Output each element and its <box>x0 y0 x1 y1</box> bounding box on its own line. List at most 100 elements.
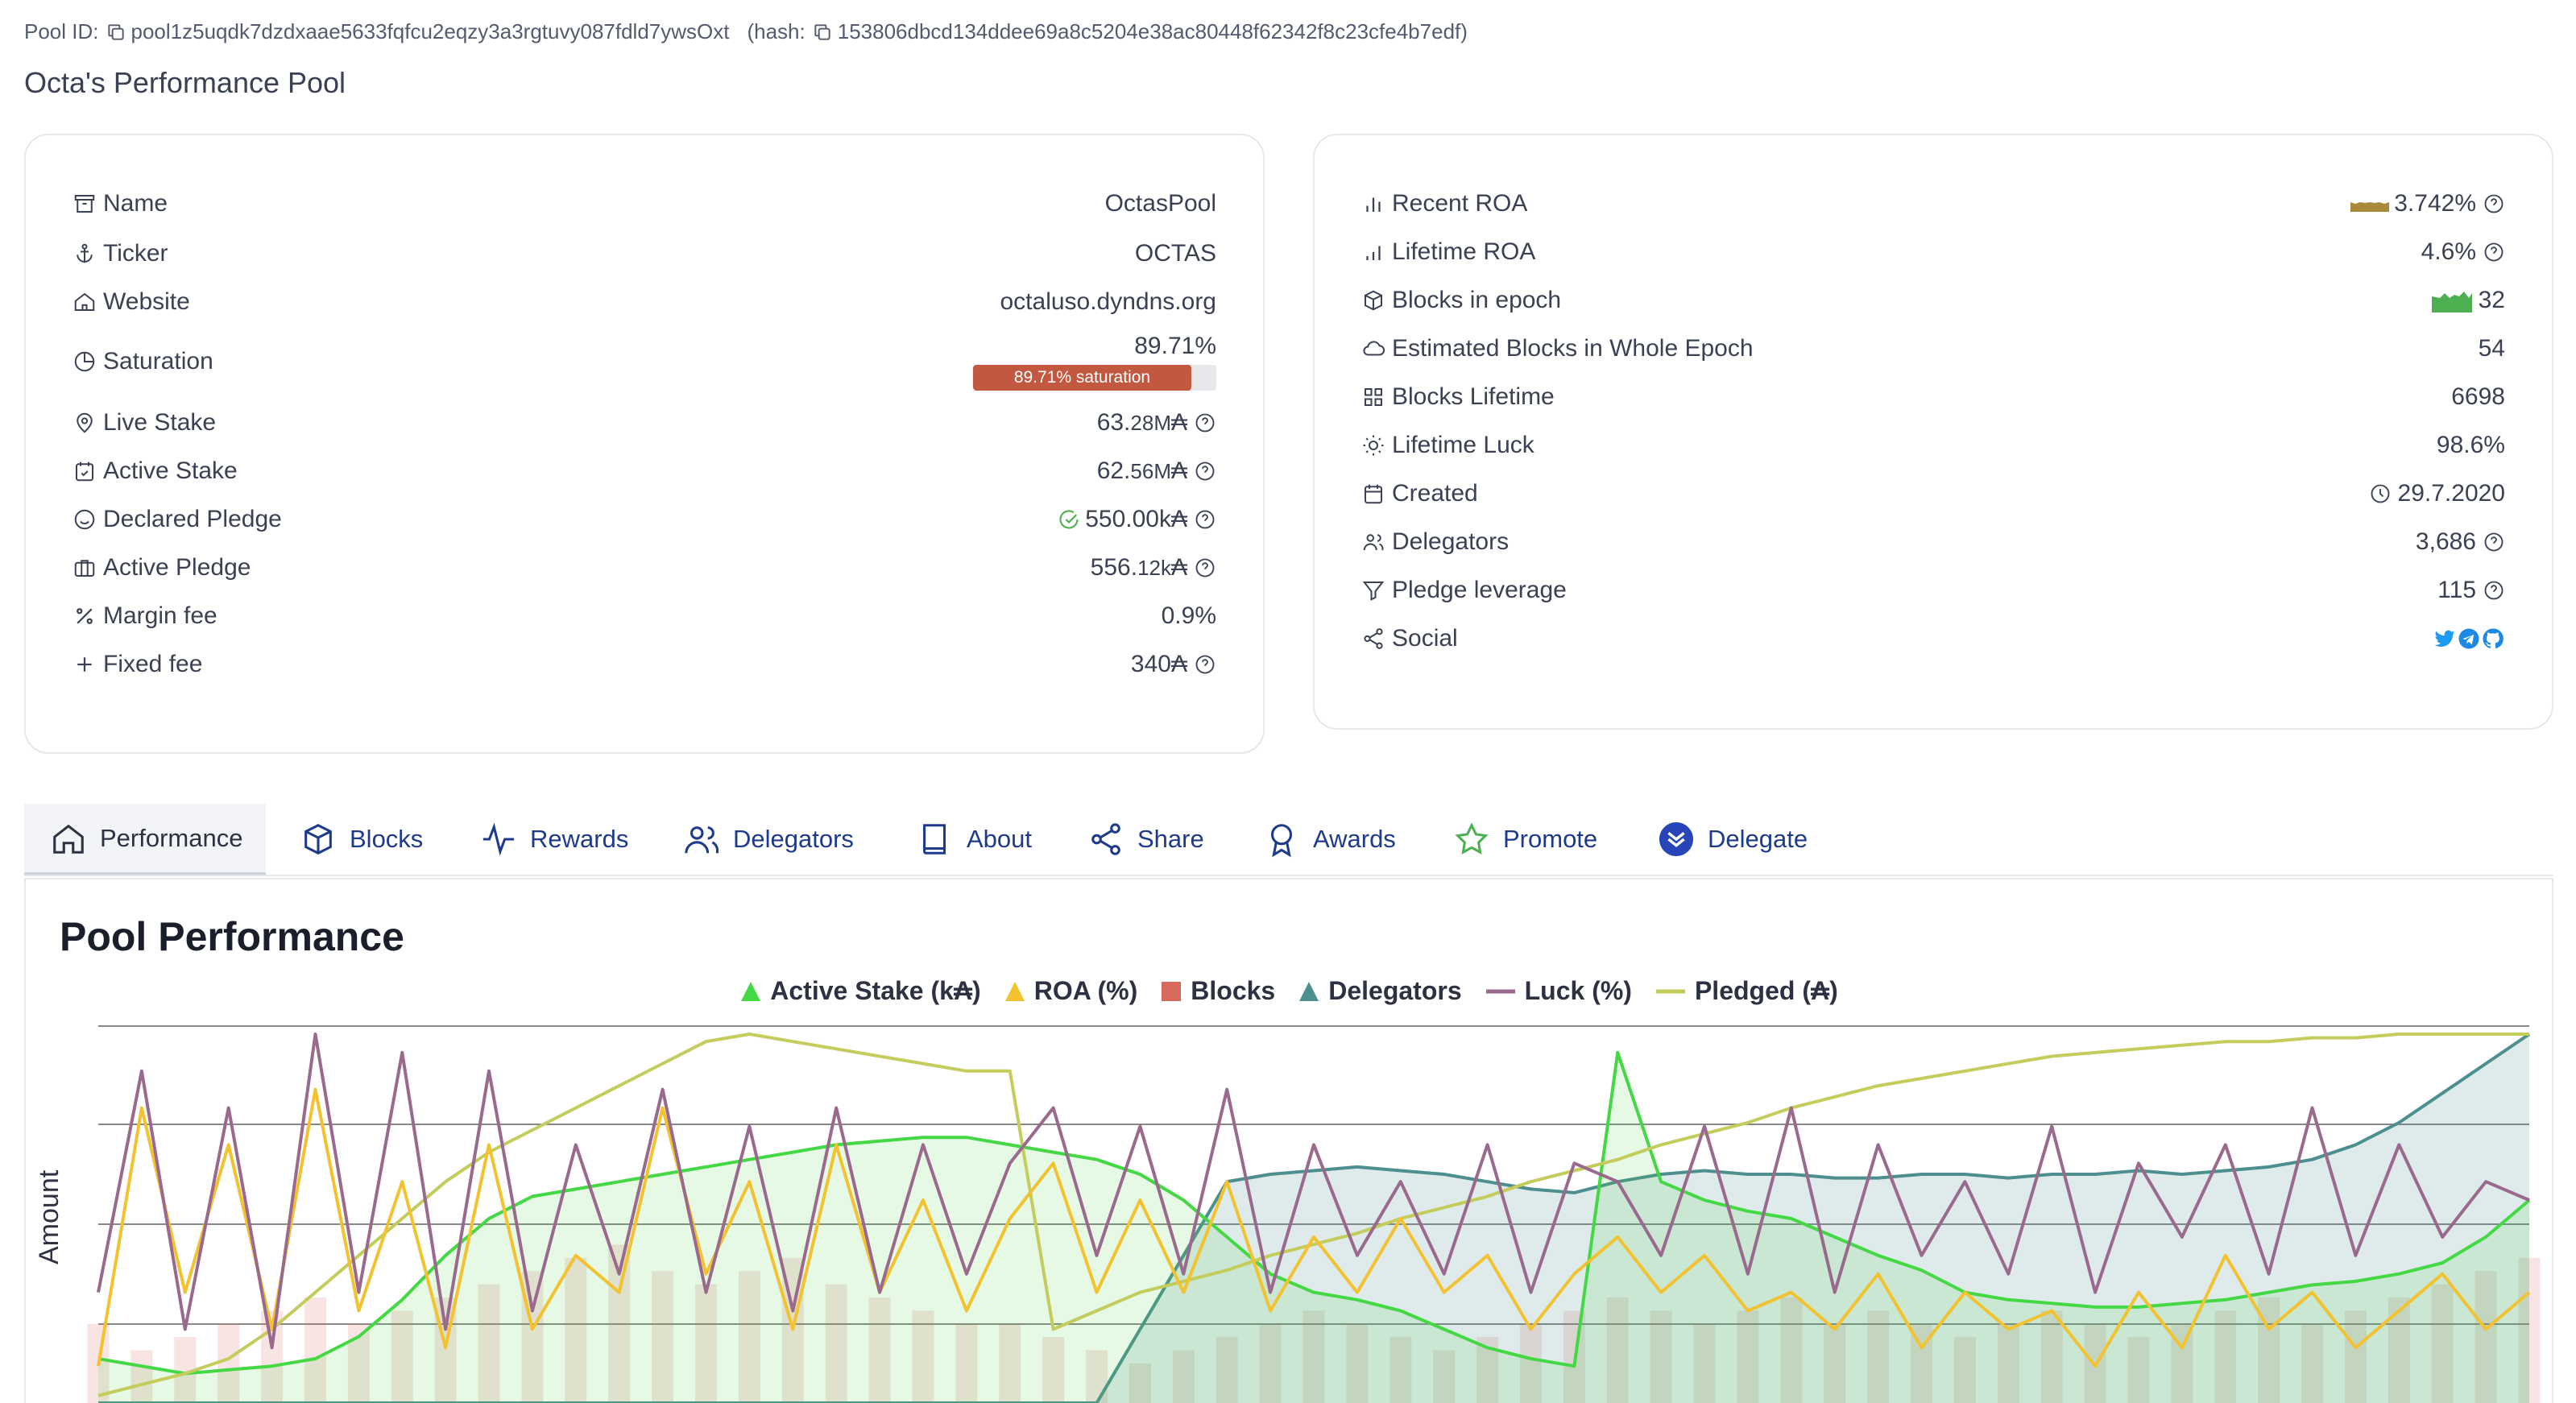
blocks-bar <box>999 1323 1021 1403</box>
blocks-bar <box>825 1284 847 1403</box>
copy-icon[interactable] <box>812 22 833 43</box>
saturation-label: Saturation <box>103 348 213 375</box>
tab-label: Delegators <box>733 825 854 853</box>
help-icon[interactable] <box>2483 579 2505 602</box>
blocks-bar <box>1433 1350 1456 1403</box>
anchor-icon <box>77 243 93 263</box>
legend-active-stake[interactable]: Active Stake (k₳) <box>739 976 981 1006</box>
blocks-bar <box>2040 1310 2063 1403</box>
blocks-bar <box>695 1284 717 1403</box>
legend-label: ROA (%) <box>1033 976 1138 1005</box>
live-stake-small: 28M <box>1130 410 1171 435</box>
name-value: OctasPool <box>1104 190 1216 217</box>
active-pledge-unit: ₳ <box>1170 554 1187 581</box>
delegate-icon <box>1659 822 1694 857</box>
filter-icon <box>1362 581 1385 601</box>
legend-pledged[interactable]: Pledged (₳) <box>1655 976 1838 1006</box>
help-icon[interactable] <box>1194 460 1216 482</box>
blocks-bar <box>738 1271 760 1403</box>
website-link[interactable]: octaluso.dyndns.org <box>1000 288 1216 315</box>
legend-triangle-icon <box>741 981 761 1001</box>
legend-blocks[interactable]: Blocks <box>1160 976 1275 1006</box>
row-saturation: Saturation 89.71% 89.71% saturation <box>72 325 1216 398</box>
row-margin-fee: Margin fee 0.9% <box>72 591 1216 641</box>
help-icon[interactable] <box>1194 412 1216 434</box>
declared-pledge-label: Declared Pledge <box>103 506 282 532</box>
telegram-icon[interactable] <box>2457 627 2481 651</box>
row-active-stake: Active Stake 62. 56M ₳ <box>72 446 1216 496</box>
check-circle-icon <box>1059 510 1079 529</box>
sun-icon <box>1363 435 1384 456</box>
blocks-bar <box>652 1271 674 1403</box>
row-lifetime-luck: Lifetime Luck 98.6% <box>1361 420 2505 470</box>
home-icon <box>74 292 95 311</box>
grid-icon <box>1365 388 1382 406</box>
help-icon[interactable] <box>1194 653 1216 676</box>
tab-about[interactable]: About <box>917 804 1032 875</box>
tab-performance[interactable]: Performance <box>24 804 266 875</box>
blocks-bar <box>1042 1337 1065 1403</box>
row-declared-pledge: Declared Pledge 550.00k₳ <box>72 495 1216 544</box>
row-website: Website octaluso.dyndns.org <box>72 277 1216 327</box>
tab-delegate[interactable]: Delegate <box>1658 804 1808 875</box>
activity-icon <box>482 822 515 856</box>
tab-delegators[interactable]: Delegators <box>683 804 854 875</box>
performance-panel: Pool Performance Active Stake (k₳) ROA (… <box>24 878 2553 1403</box>
legend-luck[interactable]: Luck (%) <box>1485 976 1632 1006</box>
pool-hash[interactable]: 153806dbcd134ddee69a8c5204e38ac80448f623… <box>837 19 1468 43</box>
blocks-bar <box>1824 1323 1846 1403</box>
tab-bar: Performance Blocks Rewards Delegators Ab… <box>24 804 2553 876</box>
calendar-check-icon <box>76 461 93 482</box>
legend-line-icon <box>1485 989 1515 993</box>
tab-blocks[interactable]: Blocks <box>300 804 423 875</box>
blocks-bar <box>1346 1323 1369 1403</box>
ticker-value: OCTAS <box>1134 240 1216 267</box>
chart-legend: Active Stake (k₳) ROA (%) Blocks Delegat… <box>26 976 2552 1006</box>
lifetime-luck-label: Lifetime Luck <box>1392 432 1534 458</box>
help-icon[interactable] <box>2483 531 2505 553</box>
percent-icon <box>77 608 93 624</box>
tab-awards[interactable]: Awards <box>1263 804 1396 875</box>
blocks-bar <box>1867 1310 1890 1403</box>
tab-share[interactable]: Share <box>1087 804 1204 875</box>
copy-icon[interactable] <box>106 22 126 43</box>
legend-roa[interactable]: ROA (%) <box>1004 976 1138 1006</box>
github-icon[interactable] <box>2481 627 2505 651</box>
legend-label: Active Stake (k₳) <box>770 976 981 1005</box>
help-icon[interactable] <box>2483 241 2505 263</box>
pool-id[interactable]: pool1z5uqdk7dzdxaae5633fqfcu2eqzy3a3rgtu… <box>130 19 730 43</box>
tab-rewards[interactable]: Rewards <box>480 804 628 875</box>
created-label: Created <box>1392 480 1478 507</box>
tab-label: Promote <box>1503 825 1598 853</box>
star-icon <box>1455 822 1489 855</box>
blocks-bar <box>2431 1284 2454 1403</box>
blocks-bar <box>391 1310 413 1403</box>
row-ticker: Ticker OCTAS <box>72 229 1216 279</box>
hash-label: (hash: <box>747 19 806 43</box>
row-social: Social <box>1361 614 2505 664</box>
declared-pledge-text: 550.00k₳ <box>1085 506 1187 532</box>
blocks-bar <box>1606 1297 1629 1403</box>
row-created: Created 29.7.2020 <box>1361 469 2505 519</box>
help-icon[interactable] <box>1194 508 1216 531</box>
blocks-in-epoch-text: 32 <box>2478 287 2505 313</box>
tab-promote[interactable]: Promote <box>1453 804 1597 875</box>
legend-square-icon <box>1162 981 1182 1001</box>
help-icon[interactable] <box>1194 557 1216 579</box>
blocks-lifetime-value: 6698 <box>2451 383 2505 410</box>
live-stake-value: 63. 28M ₳ <box>1097 409 1216 437</box>
cube-icon <box>304 824 332 855</box>
blocks-bar <box>1519 1323 1542 1403</box>
delegators-area <box>98 1034 2529 1403</box>
twitter-icon[interactable] <box>2433 627 2457 651</box>
blocks-bar <box>2518 1257 2541 1403</box>
home-icon <box>53 824 84 854</box>
roa-sparkline-icon <box>2350 202 2390 212</box>
briefcase-icon <box>74 560 95 577</box>
legend-delegators[interactable]: Delegators <box>1298 976 1462 1006</box>
active-pledge-label: Active Pledge <box>103 554 251 581</box>
award-icon <box>1270 824 1293 858</box>
blocks-bar <box>304 1297 326 1403</box>
help-icon[interactable] <box>2483 192 2505 215</box>
